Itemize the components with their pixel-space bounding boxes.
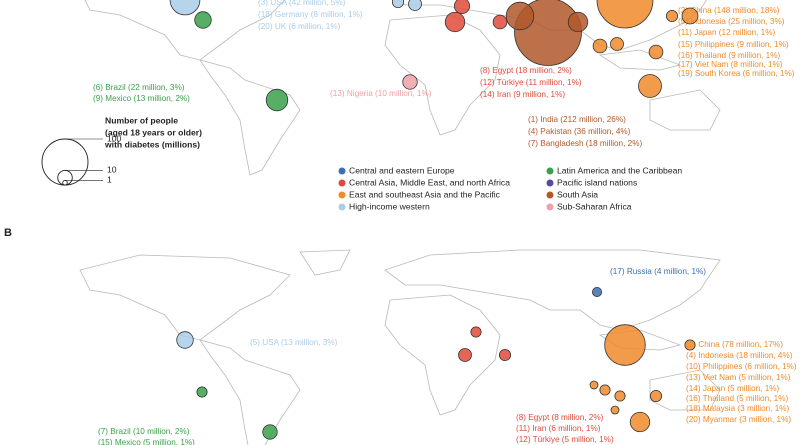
region-legend-swatch — [546, 203, 554, 211]
country-label: (12) Türkiye (11 million, 1%) — [480, 78, 582, 87]
country-bubble — [265, 88, 289, 112]
country-label: (18) Germany (8 million, 1%) — [258, 10, 363, 19]
country-label: (8) Egypt (18 million, 2%) — [480, 66, 572, 75]
country-label: (15) Mexico (5 million, 1%) — [98, 438, 195, 445]
country-label: (9) Mexico (13 million, 2%) — [93, 94, 190, 103]
country-bubble — [649, 389, 663, 403]
country-label: (12) Türkiye (5 million, 1%) — [516, 435, 614, 444]
country-bubble — [402, 74, 418, 90]
country-bubble — [176, 331, 194, 349]
country-label: (11) Japan (12 million, 1%) — [678, 28, 776, 37]
country-label: (13) Viet Nam (5 million, 1%) — [686, 373, 791, 382]
country-bubble — [681, 7, 699, 25]
country-bubble — [596, 0, 654, 29]
country-bubble — [589, 380, 599, 390]
country-label: (14) Iran (9 million, 1%) — [480, 90, 565, 99]
country-bubble — [470, 326, 482, 338]
country-bubble — [592, 38, 608, 54]
region-legend-label: South Asia — [557, 189, 598, 199]
size-legend-circle — [41, 138, 89, 186]
country-bubble — [567, 11, 589, 33]
country-bubble — [505, 1, 535, 31]
country-label: (17) Russia (4 million, 1%) — [610, 267, 706, 276]
country-label: (16) Thailand (5 million, 1%) — [686, 394, 789, 403]
country-label: (7) Bangladesh (18 million, 2%) — [528, 139, 642, 148]
region-legend-label: Latin America and the Caribbean — [557, 165, 682, 175]
region-legend-swatch — [338, 167, 346, 175]
country-bubble — [614, 390, 626, 402]
country-bubble — [629, 411, 651, 433]
size-legend-circle — [57, 170, 73, 186]
country-label: (1) India (212 million, 26%) — [528, 115, 626, 124]
country-label: (6) Brazil (22 million, 3%) — [93, 83, 185, 92]
country-label: (4) Pakistan (36 million, 4%) — [528, 127, 631, 136]
region-legend-swatch — [338, 203, 346, 211]
country-bubble — [684, 339, 696, 351]
country-bubble — [169, 0, 201, 16]
size-legend-circle — [62, 179, 68, 186]
panel-title: B — [4, 227, 12, 239]
country-bubble — [610, 405, 620, 415]
country-bubble — [458, 348, 472, 362]
size-legend-label: 100 — [107, 133, 122, 143]
region-legend-label: Central Asia, Middle East, and north Afr… — [349, 177, 510, 187]
country-bubble — [638, 74, 662, 98]
region-legend-label: East and southeast Asia and the Pacific — [349, 189, 501, 199]
country-label: (2) China (148 million, 18%) — [678, 6, 780, 15]
country-bubble — [262, 424, 278, 440]
region-legend-swatch — [338, 191, 346, 199]
country-label: (15) Philippines (9 million, 1%) — [678, 40, 789, 49]
country-bubble — [444, 11, 466, 33]
country-label: (19) South Korea (6 million, 1%) — [678, 69, 795, 78]
size-legend-title: with diabetes (millions) — [104, 139, 200, 149]
country-bubble — [599, 384, 611, 396]
country-label: (10) Philippines (6 million, 1%) — [686, 362, 797, 371]
country-label: (18) Malaysia (3 million, 1%) — [686, 404, 790, 413]
country-label: (14) Japan (5 million, 1%) — [686, 384, 780, 393]
country-label: (16) Thailand (9 million, 1%) — [678, 51, 781, 60]
country-label: (2) China (78 million, 17%) — [686, 340, 783, 349]
size-legend-label: 1 — [107, 175, 112, 185]
region-legend-swatch — [338, 179, 346, 187]
country-bubble — [610, 37, 624, 51]
country-label: (3) USA (42 million, 5%) — [258, 0, 346, 7]
annotation-layer: (3) USA (42 million, 5%) (18) Germany (8 … — [4, 0, 797, 445]
region-legend-label: High-income western — [349, 201, 430, 211]
country-bubble — [604, 324, 646, 366]
region-legend-label: Pacific island nations — [557, 177, 637, 187]
region-legend-label: Sub-Saharan Africa — [557, 201, 632, 211]
country-label: (8) Egypt (8 million, 2%) — [516, 413, 604, 422]
country-label: (17) Viet Nam (8 million, 1%) — [678, 60, 783, 69]
country-label: (13) Nigeria (10 million, 1%) — [330, 89, 432, 98]
country-label: (11) Iran (6 million, 1%) — [516, 424, 601, 433]
country-bubble — [492, 14, 508, 30]
country-bubble — [498, 348, 512, 362]
country-bubble — [665, 9, 679, 23]
country-label: (20) UK (6 million, 1%) — [258, 22, 341, 31]
country-bubble — [408, 0, 422, 11]
country-label: (4) Indonesia (18 million, 4%) — [686, 351, 793, 360]
region-legend-swatch — [546, 191, 554, 199]
country-bubble — [592, 286, 603, 297]
region-legend-label: Central and eastern Europe — [349, 165, 455, 175]
region-legend-swatch — [546, 179, 554, 187]
size-legend-title: Number of people — [105, 115, 178, 125]
size-legend-label: 10 — [107, 165, 117, 175]
country-label: (5) USA (13 million, 3%) — [250, 338, 338, 347]
country-label: (20) Myanmar (3 million, 1%) — [686, 415, 791, 424]
country-label: (5) Indonesia (25 million, 3%) — [678, 17, 785, 26]
country-label: (7) Brazil (10 million, 2%) — [98, 427, 190, 436]
country-bubble — [391, 0, 405, 9]
country-bubble — [196, 386, 208, 398]
region-legend-swatch — [546, 167, 554, 175]
size-legend-title: (aged 18 years or older) — [105, 127, 202, 137]
country-bubble — [194, 11, 212, 29]
country-bubble — [453, 0, 471, 15]
country-bubble — [648, 44, 664, 60]
